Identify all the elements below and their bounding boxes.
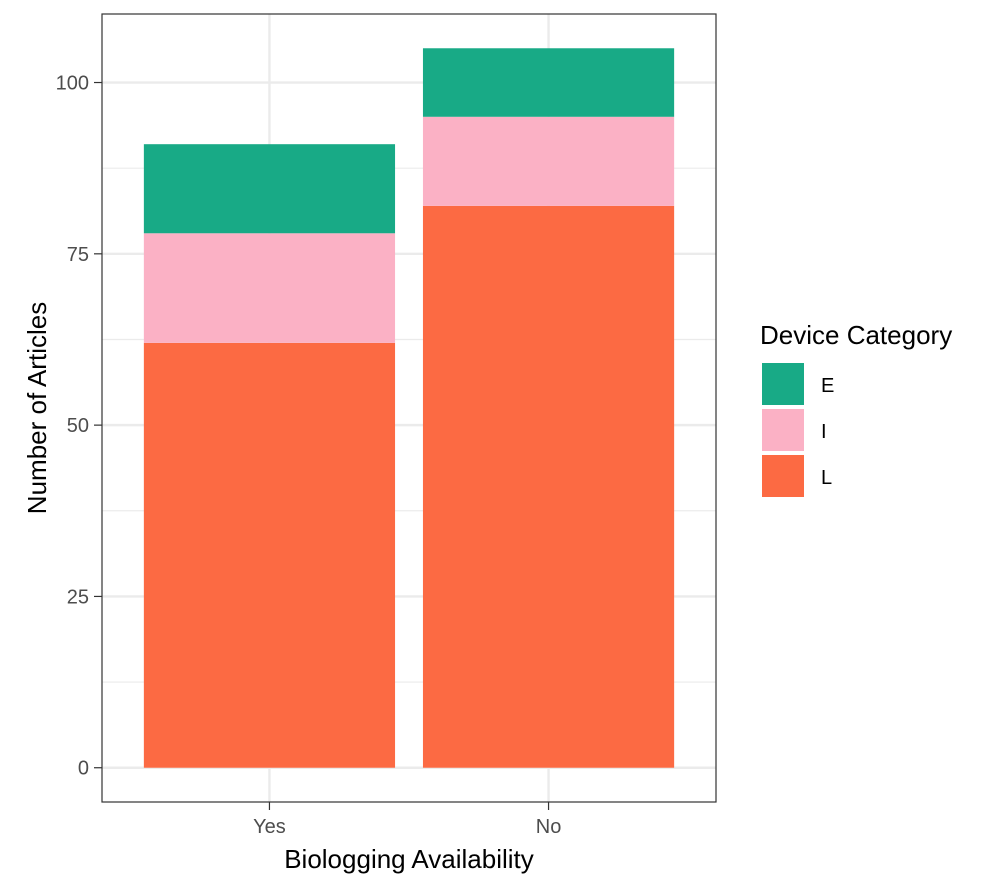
bar-no-e <box>422 48 675 117</box>
plot-panel-border <box>101 13 717 803</box>
x-tick-label-no: No <box>536 816 562 838</box>
bar-yes-i <box>143 233 396 343</box>
x-axis-title: Biologging Availability <box>284 844 534 874</box>
legend: Device Category E I L <box>760 320 952 497</box>
bars <box>143 48 675 768</box>
y-tick-label: 50 <box>67 415 89 437</box>
legend-title: Device Category <box>760 320 952 350</box>
legend-key-e <box>762 363 804 405</box>
y-tick-label: 25 <box>67 586 89 608</box>
bar-yes-e <box>143 144 396 234</box>
y-tick-label: 0 <box>78 758 89 780</box>
bar-yes-l <box>143 342 396 768</box>
bar-no-i <box>422 116 675 206</box>
y-tick-label: 75 <box>67 244 89 266</box>
bar-no-l <box>422 205 675 768</box>
x-axis: Yes No <box>253 802 561 838</box>
legend-label-i: I <box>821 421 827 443</box>
legend-key-i <box>762 409 804 451</box>
y-tick-label: 100 <box>56 73 89 95</box>
x-tick-label-yes: Yes <box>253 816 286 838</box>
legend-key-l <box>762 455 804 497</box>
legend-label-l: L <box>821 467 832 489</box>
y-axis-title: Number of Articles <box>22 302 52 514</box>
y-axis: 0 25 50 75 100 <box>56 73 102 780</box>
legend-label-e: E <box>821 375 834 397</box>
